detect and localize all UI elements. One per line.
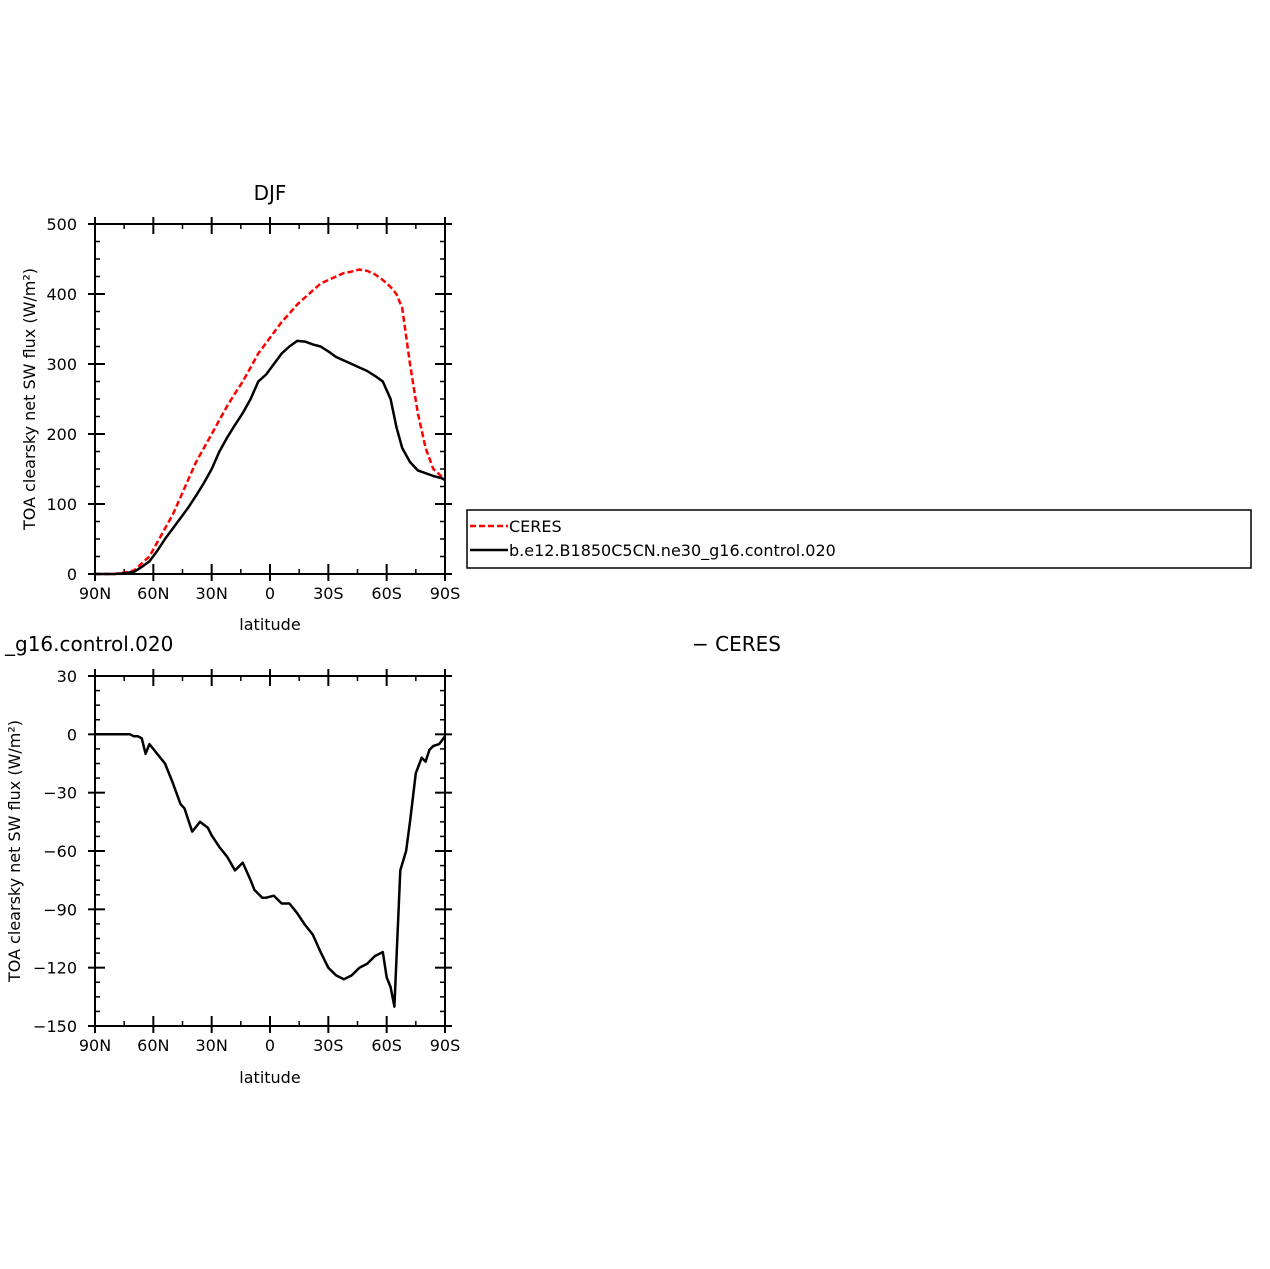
legend-label-model: b.e12.B1850C5CN.ne30_g16.control.020 xyxy=(509,541,836,561)
top-chart-ticks: 90N 60N 30N 0 30S 60S 90S 0 100 200 300 400 500 xyxy=(46,215,460,603)
top-xtick-label: 90S xyxy=(430,584,461,603)
bottom-xtick-label: 90N xyxy=(79,1036,111,1055)
top-chart-series xyxy=(95,268,446,576)
bottom-chart-series xyxy=(95,733,447,1008)
bottom-ytick-label: −30 xyxy=(43,784,77,803)
bottom-ytick-label: −60 xyxy=(43,842,77,861)
bottom-ytick-label: 30 xyxy=(57,667,77,686)
top-ytick-label: 300 xyxy=(46,355,77,374)
top-xtick-label: 60S xyxy=(371,584,402,603)
top-ytick-label: 500 xyxy=(46,215,77,234)
top-xtick-label: 30S xyxy=(313,584,344,603)
legend: CERES b.e12.B1850C5CN.ne30_g16.control.0… xyxy=(466,509,1252,569)
bottom-xtick-label: 30S xyxy=(313,1036,344,1055)
top-series-line-1 xyxy=(95,339,446,576)
bottom-chart-ticks: 90N 60N 30N 0 30S 60S 90S 30 0 −30 −60 −90 −120 −150 xyxy=(33,667,460,1055)
bottom-ytick-label: 0 xyxy=(67,725,77,744)
bottom-chart-title-left: _g16.control.020 xyxy=(4,632,173,656)
bottom-xtick-label: 0 xyxy=(265,1036,275,1055)
bottom-ytick-label: −90 xyxy=(43,900,77,919)
bottom-series-line-0 xyxy=(95,733,447,1008)
top-chart-xlabel: latitude xyxy=(239,615,300,634)
top-xtick-label: 60N xyxy=(137,584,169,603)
top-chart: DJF 90N 60N 30N 0 30S 60S 90S0100200300400500 … xyxy=(20,181,460,634)
top-chart-frame xyxy=(94,223,446,575)
bottom-chart-frame xyxy=(94,675,446,1027)
bottom-ytick-label: −150 xyxy=(33,1017,77,1036)
bottom-chart: _g16.control.020 − CERES 90N 60N 30N 0 30S 60… xyxy=(4,632,781,1087)
bottom-xtick-label: 60S xyxy=(371,1036,402,1055)
bottom-chart-xlabel: latitude xyxy=(239,1068,300,1087)
bottom-xtick-label: 60N xyxy=(137,1036,169,1055)
top-ytick-label: 100 xyxy=(46,495,77,514)
bottom-chart-title-right: − CERES xyxy=(692,632,781,656)
top-ytick-label: 400 xyxy=(46,285,77,304)
top-chart-title: DJF xyxy=(254,181,287,205)
top-ytick-label: 200 xyxy=(46,425,77,444)
legend-label-ceres: CERES xyxy=(509,517,562,536)
top-xtick-label: 30N xyxy=(196,584,228,603)
top-series-line-0 xyxy=(95,268,446,576)
legend-box xyxy=(466,509,1252,569)
bottom-xtick-label: 30N xyxy=(196,1036,228,1055)
top-xtick-label: 0 xyxy=(265,584,275,603)
bottom-ytick-label: −120 xyxy=(33,959,77,978)
bottom-xtick-label: 90S xyxy=(430,1036,461,1055)
bottom-chart-ylabel: TOA clearsky net SW flux (W/m²) xyxy=(5,720,24,983)
top-xtick-label: 90N xyxy=(79,584,111,603)
top-ytick-label: 0 xyxy=(67,565,77,584)
top-chart-ylabel: TOA clearsky net SW flux (W/m²) xyxy=(20,268,39,531)
